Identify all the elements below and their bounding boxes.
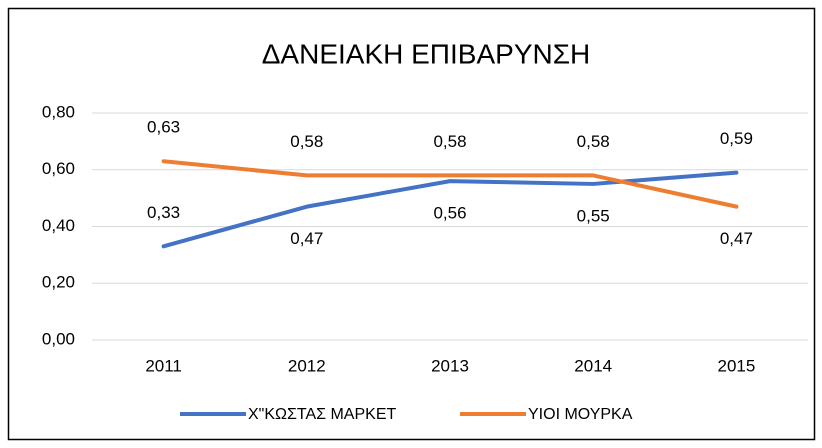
data-label: 0,47 (290, 229, 323, 248)
data-label: 0,33 (147, 203, 180, 222)
data-label: 0,58 (290, 132, 323, 151)
y-tick-label: 0,20 (42, 273, 75, 292)
series-line (161, 170, 739, 249)
y-tick-label: 0,00 (42, 329, 75, 348)
data-label: 0,63 (147, 118, 180, 137)
y-tick-label: 0,40 (42, 216, 75, 235)
series-line (161, 159, 739, 209)
chart-border (7, 7, 816, 441)
x-tick-label: 2011 (145, 356, 182, 375)
data-label: 0,58 (433, 132, 466, 151)
x-tick-label: 2013 (431, 356, 469, 375)
chart-title: ΔΑΝΕΙΑΚΗ ΕΠΙΒΑΡΥΝΣΗ (262, 38, 591, 69)
legend-label: ΥΙΟΙ ΜΟΥΡΚΑ (528, 406, 633, 423)
x-tick-label: 2014 (574, 356, 612, 375)
data-label: 0,47 (720, 229, 753, 248)
y-tick-label: 0,80 (42, 102, 75, 121)
data-label: 0,56 (433, 204, 466, 223)
legend-label: Χ"ΚΩΣΤΑΣ ΜΑΡΚΕΤ (248, 406, 396, 423)
y-tick-label: 0,60 (42, 159, 75, 178)
x-tick-label: 2015 (717, 356, 755, 375)
x-tick-label: 2012 (288, 356, 326, 375)
data-label: 0,58 (577, 132, 610, 151)
data-label: 0,59 (720, 129, 753, 148)
data-label: 0,55 (577, 206, 610, 225)
